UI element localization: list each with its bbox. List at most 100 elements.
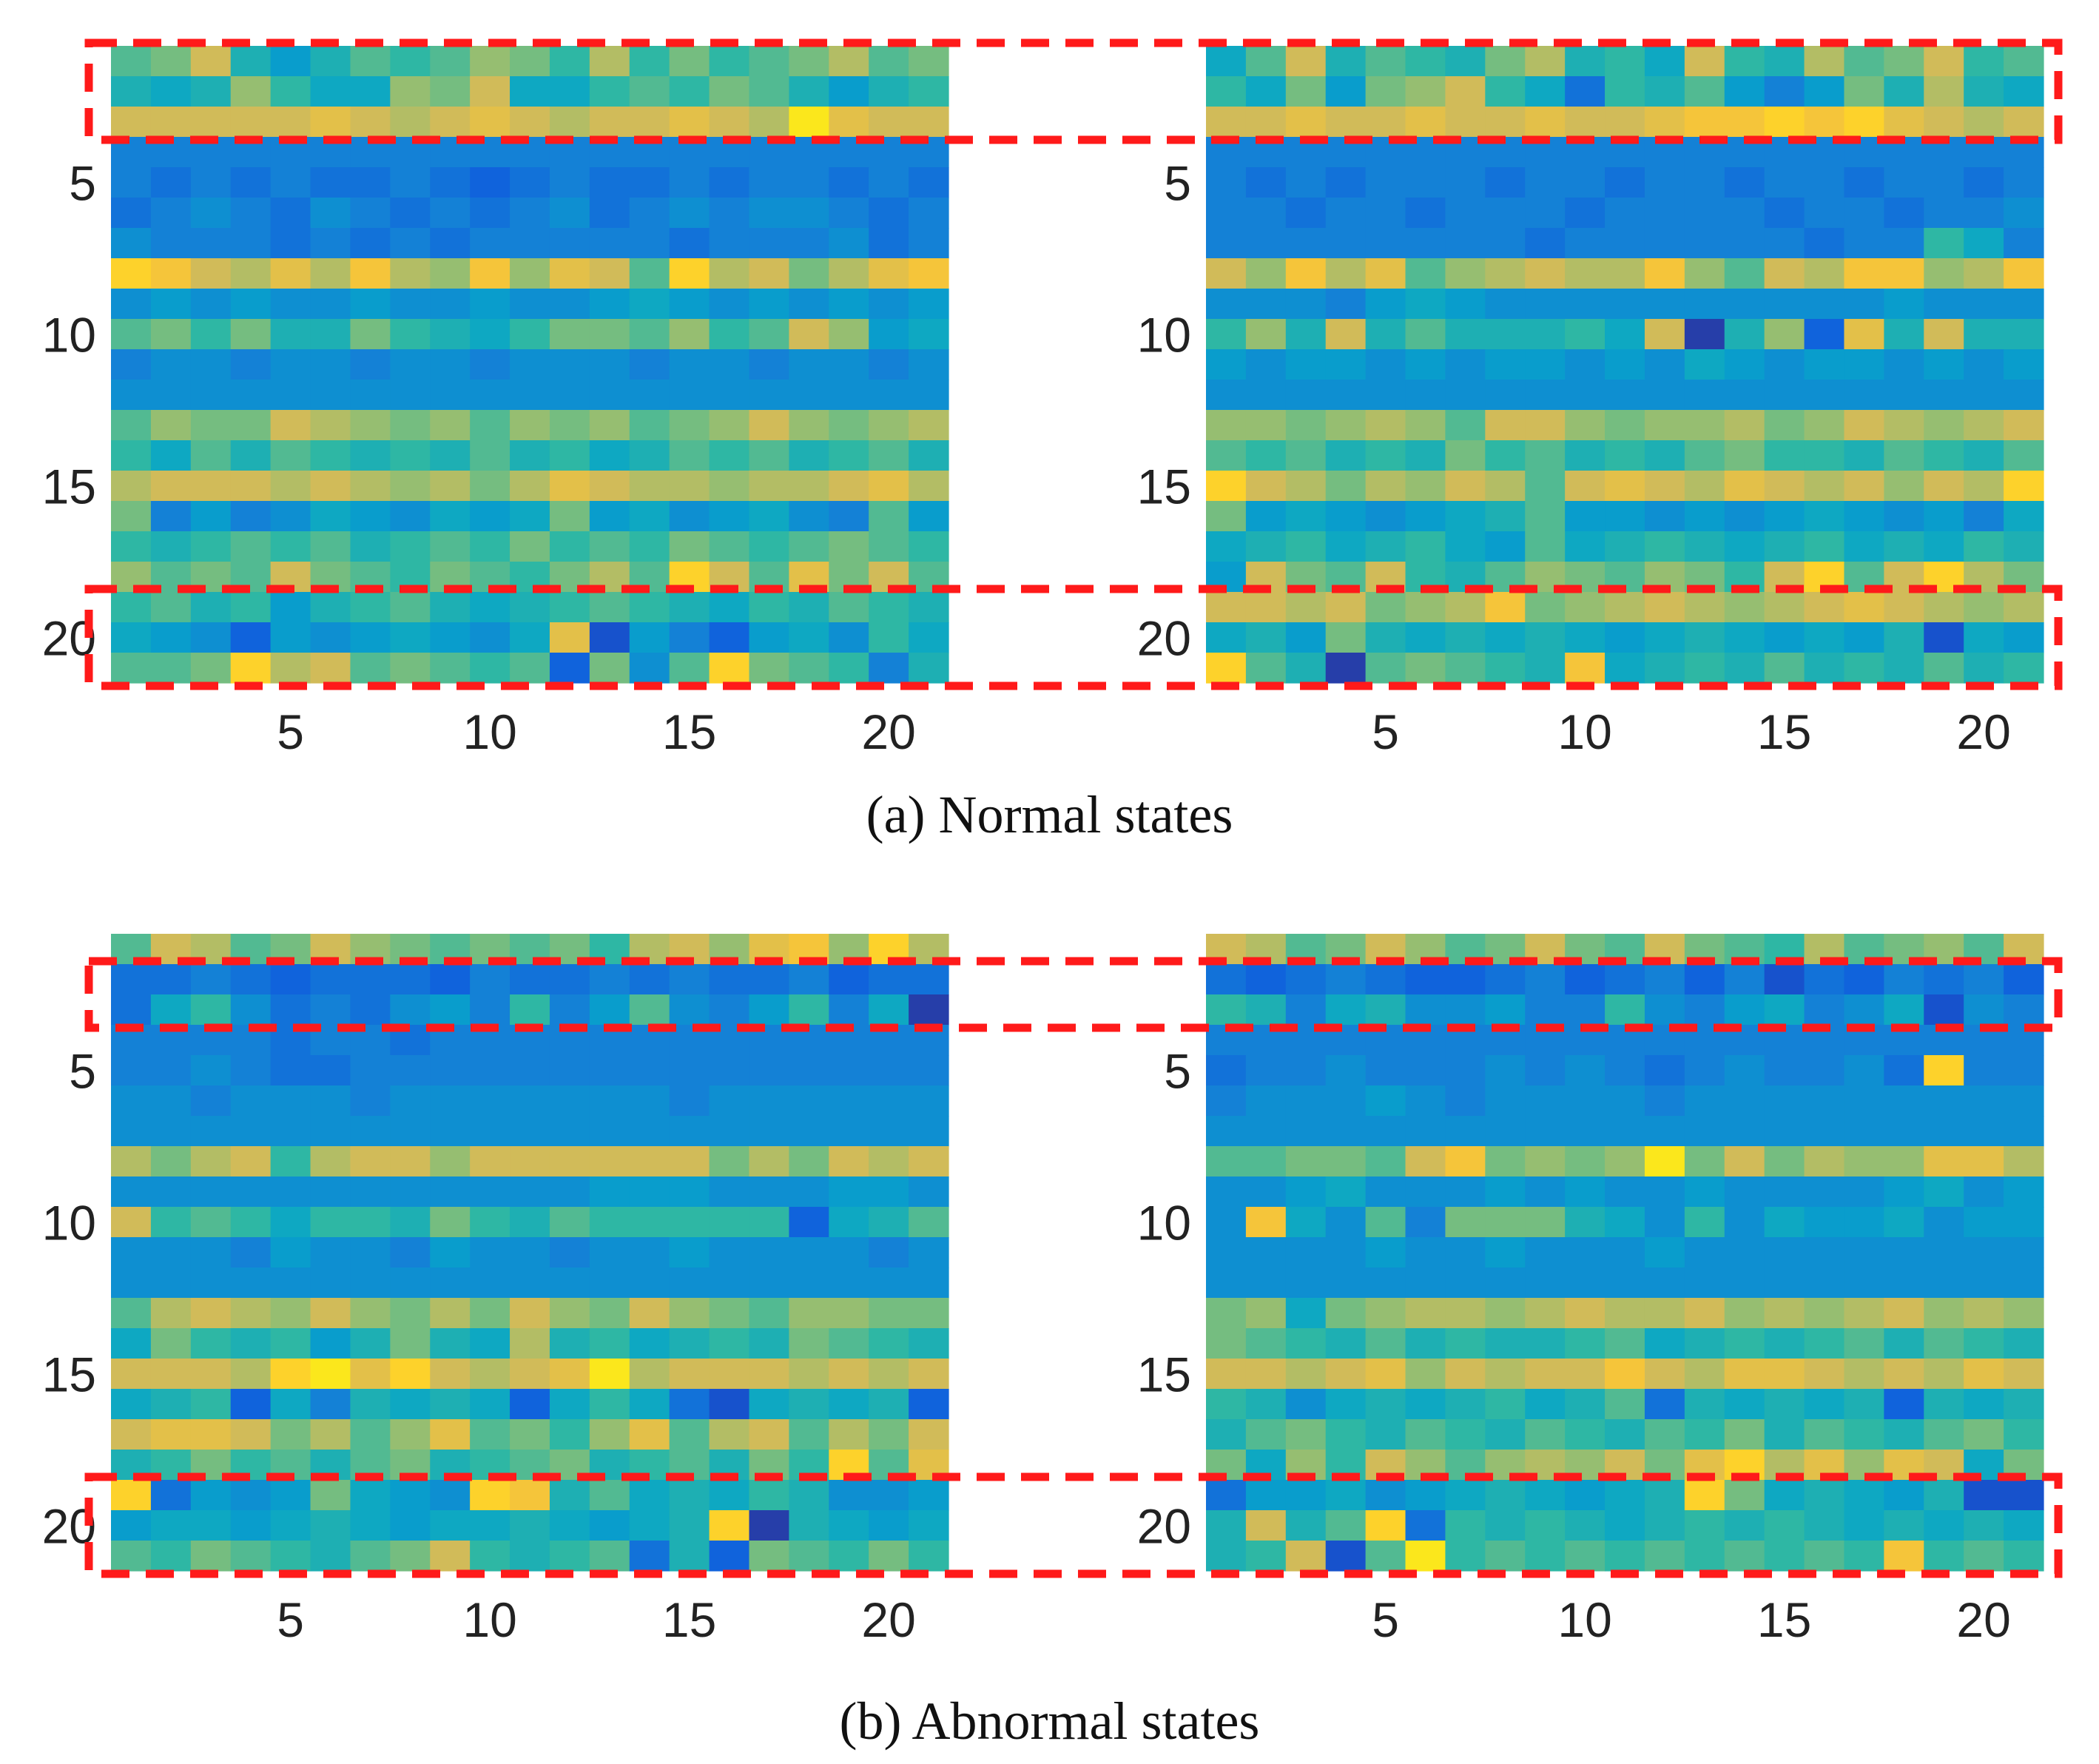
- heatmap-cell: [869, 622, 909, 653]
- heatmap-cell: [1245, 107, 1287, 138]
- heatmap-cell: [829, 76, 869, 107]
- heatmap-cell: [1245, 562, 1287, 593]
- heatmap-cell: [1964, 994, 2004, 1026]
- heatmap-cell: [1325, 1085, 1367, 1117]
- heatmap-cell: [1485, 653, 1526, 684]
- heatmap-cell: [230, 107, 272, 138]
- y-tick-label: 10: [42, 1196, 96, 1250]
- heatmap-cell: [669, 1541, 710, 1572]
- heatmap-cell: [1844, 1419, 1884, 1450]
- heatmap-cell: [1485, 258, 1526, 289]
- heatmap-cell: [1644, 410, 1685, 441]
- heatmap-cell: [709, 994, 750, 1026]
- heatmap-cell: [1285, 76, 1327, 107]
- heatmap-cell: [1964, 440, 2004, 471]
- heatmap-cell: [1445, 994, 1486, 1026]
- heatmap-cell: [1245, 289, 1287, 320]
- heatmap-cell: [709, 380, 750, 411]
- heatmap-cell: [869, 1450, 909, 1481]
- heatmap-cell: [390, 107, 431, 138]
- heatmap-cell: [869, 380, 909, 411]
- heatmap-cell: [1565, 653, 1606, 684]
- heatmap-cell: [1804, 1450, 1845, 1481]
- heatmap-cell: [1764, 622, 1805, 653]
- heatmap-cell: [709, 592, 750, 623]
- heatmap-cell: [629, 319, 670, 350]
- heatmap-cell: [470, 1541, 511, 1572]
- y-tick-label: 20: [1137, 611, 1191, 666]
- heatmap-cell: [1565, 1207, 1606, 1238]
- heatmap-cell: [1405, 1389, 1446, 1420]
- heatmap-cell: [669, 1389, 710, 1420]
- heatmap-cell: [1804, 137, 1845, 168]
- heatmap-cell: [150, 258, 192, 289]
- heatmap-cell: [869, 1085, 909, 1117]
- heatmap-cell: [1884, 137, 1924, 168]
- heatmap-cell: [1884, 1510, 1924, 1541]
- heatmap-cell: [1365, 198, 1406, 229]
- heatmap-cell: [629, 1541, 670, 1572]
- heatmap-cell: [1724, 1389, 1765, 1420]
- heatmap-cell: [1804, 1176, 1845, 1208]
- heatmap-cell: [150, 1450, 192, 1481]
- heatmap-cell: [510, 1419, 550, 1450]
- heatmap-cell: [1884, 1480, 1924, 1511]
- heatmap-cell: [829, 46, 869, 77]
- heatmap-cell: [1325, 440, 1367, 471]
- heatmap-cell: [1964, 1116, 2004, 1147]
- heatmap-cell: [230, 1419, 272, 1450]
- heatmap-cell: [230, 562, 272, 593]
- heatmap-cell: [310, 137, 351, 168]
- heatmap-cell: [1525, 46, 1566, 77]
- heatmap-cell: [1325, 137, 1367, 168]
- heatmap-cell: [470, 653, 511, 684]
- heatmap-cell: [629, 1055, 670, 1086]
- heatmap-cell: [789, 562, 829, 593]
- heatmap-cell: [789, 1268, 829, 1299]
- heatmap-cell: [1644, 1450, 1685, 1481]
- heatmap-cell: [1684, 46, 1725, 77]
- heatmap-cell: [2004, 653, 2044, 684]
- heatmap-cell: [1605, 1025, 1645, 1056]
- heatmap-cell: [310, 107, 351, 138]
- heatmap-cell: [310, 1510, 351, 1541]
- heatmap-cell: [1924, 1510, 1964, 1541]
- heatmap-cell: [1605, 440, 1645, 471]
- heatmap-cell: [1924, 934, 1964, 965]
- heatmap-cell: [1764, 1116, 1805, 1147]
- heatmap-cell: [629, 76, 670, 107]
- heatmap-cell: [869, 167, 909, 198]
- heatmap-cell: [1245, 137, 1287, 168]
- heatmap-cell: [1485, 1055, 1526, 1086]
- heatmap-cell: [1206, 137, 1247, 168]
- heatmap-cell: [1206, 1510, 1247, 1541]
- heatmap-cell: [270, 592, 311, 623]
- heatmap-cell: [1365, 167, 1406, 198]
- heatmap-cell: [1485, 622, 1526, 653]
- heatmap-cell: [789, 1298, 829, 1329]
- heatmap-cell: [1924, 1146, 1964, 1177]
- heatmap-cell: [1724, 410, 1765, 441]
- heatmap-cell: [1285, 1268, 1327, 1299]
- heatmap-cell: [230, 1480, 272, 1511]
- heatmap-cell: [1844, 258, 1884, 289]
- heatmap-cell: [1964, 1025, 2004, 1056]
- x-tick-label: 15: [1757, 704, 1811, 759]
- heatmap-cell: [510, 410, 550, 441]
- heatmap-cell: [230, 592, 272, 623]
- heatmap-cell: [1206, 1541, 1247, 1572]
- heatmap-cell: [470, 440, 511, 471]
- heatmap-cell: [390, 994, 431, 1026]
- heatmap-cell: [111, 1298, 152, 1329]
- heatmap-cell: [1924, 471, 1964, 502]
- heatmap-cell: [510, 1146, 550, 1177]
- heatmap-cell: [1565, 1237, 1606, 1268]
- heatmap-cell: [1245, 349, 1287, 380]
- heatmap-cell: [1924, 380, 1964, 411]
- heatmap-cell: [1405, 653, 1446, 684]
- heatmap-cell: [709, 1055, 750, 1086]
- heatmap-cell: [549, 501, 590, 532]
- heatmap-cell: [1804, 107, 1845, 138]
- heatmap-cell: [1365, 1025, 1406, 1056]
- heatmap-cell: [909, 622, 949, 653]
